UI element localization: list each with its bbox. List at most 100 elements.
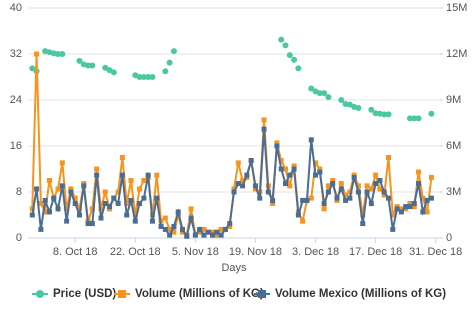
data-point: [68, 189, 74, 195]
data-point: [197, 226, 203, 232]
data-point: [308, 137, 314, 143]
data-point: [355, 105, 362, 112]
data-point: [158, 224, 164, 229]
x-tick-label: 5. Nov 18: [172, 246, 219, 258]
data-point: [136, 74, 143, 80]
x-tick-label: 3. Dec 18: [292, 246, 339, 258]
y2-tick-label: 15M: [446, 2, 467, 14]
x-tick-label: 8. Oct 18: [53, 246, 98, 258]
data-point: [338, 186, 344, 192]
data-point: [270, 197, 276, 203]
data-point: [188, 215, 194, 221]
data-point: [368, 106, 375, 113]
data-point: [29, 212, 35, 218]
data-point: [406, 115, 413, 122]
data-point: [394, 206, 400, 212]
data-point: [210, 229, 216, 235]
data-point: [68, 186, 74, 192]
data-point: [240, 183, 246, 189]
data-point: [145, 172, 151, 178]
data-point: [137, 186, 143, 192]
data-point: [420, 209, 426, 215]
data-point: [265, 189, 271, 195]
data-point: [355, 183, 361, 189]
data-point: [231, 189, 237, 195]
data-point: [162, 215, 168, 221]
data-point: [59, 160, 65, 166]
data-point: [360, 212, 366, 218]
data-point: [373, 181, 379, 187]
data-point: [278, 158, 284, 164]
data-point: [381, 111, 388, 118]
data-point: [360, 221, 366, 227]
data-point: [214, 229, 220, 235]
data-point: [334, 195, 340, 201]
data-point: [64, 206, 70, 212]
data-point: [381, 192, 387, 198]
data-point: [201, 226, 207, 232]
y-tick-label: 0: [16, 232, 22, 244]
data-point: [411, 115, 418, 122]
data-point: [154, 195, 160, 201]
data-point: [386, 195, 391, 201]
data-point: [171, 229, 177, 235]
data-point: [231, 186, 237, 192]
data-point: [325, 183, 331, 189]
data-point: [89, 221, 95, 227]
data-point: [355, 189, 361, 195]
data-point: [317, 166, 323, 172]
data-point: [390, 226, 396, 232]
data-point: [407, 204, 413, 210]
data-point: [154, 172, 160, 178]
data-point: [171, 224, 177, 229]
data-point: [72, 195, 78, 201]
data-point: [428, 195, 434, 201]
data-point: [214, 232, 220, 238]
data-point: [295, 212, 301, 218]
data-point: [42, 209, 48, 215]
legend-label: Volume Mexico (Millions of KG): [275, 288, 446, 300]
data-point: [300, 218, 306, 224]
data-point: [424, 197, 430, 203]
data-point: [227, 221, 233, 227]
x-tick-label: 19. Nov 18: [229, 246, 282, 258]
data-point: [180, 226, 185, 232]
data-point: [244, 172, 250, 178]
data-point: [317, 169, 323, 175]
data-point: [124, 201, 130, 206]
data-point: [141, 195, 147, 201]
data-point: [145, 74, 152, 80]
data-point: [291, 56, 298, 63]
y2-tick-label: 9M: [446, 94, 461, 106]
data-point: [308, 195, 314, 201]
data-point: [162, 68, 169, 75]
data-point: [235, 160, 241, 166]
data-point: [364, 189, 370, 195]
data-point: [364, 183, 370, 189]
data-point: [390, 212, 396, 218]
data-point: [278, 36, 285, 43]
data-point: [321, 90, 328, 97]
data-point: [274, 140, 280, 146]
data-point: [175, 209, 181, 215]
data-point: [107, 204, 113, 210]
data-point: [55, 186, 61, 192]
data-point: [166, 59, 173, 66]
data-point: [227, 224, 233, 229]
data-point: [313, 172, 319, 178]
y-tick-label: 40: [10, 2, 22, 14]
data-point: [180, 229, 185, 235]
data-point: [416, 169, 422, 175]
data-point: [415, 115, 422, 122]
x-axis-title: Days: [221, 262, 247, 274]
data-point: [283, 166, 288, 172]
legend-label: Price (USD): [53, 288, 116, 300]
data-point: [282, 42, 289, 49]
data-point: [210, 232, 216, 238]
data-point: [42, 197, 48, 203]
data-point: [347, 189, 353, 195]
legend-marker: [36, 290, 44, 298]
data-point: [291, 166, 297, 172]
legend-marker: [258, 290, 266, 298]
